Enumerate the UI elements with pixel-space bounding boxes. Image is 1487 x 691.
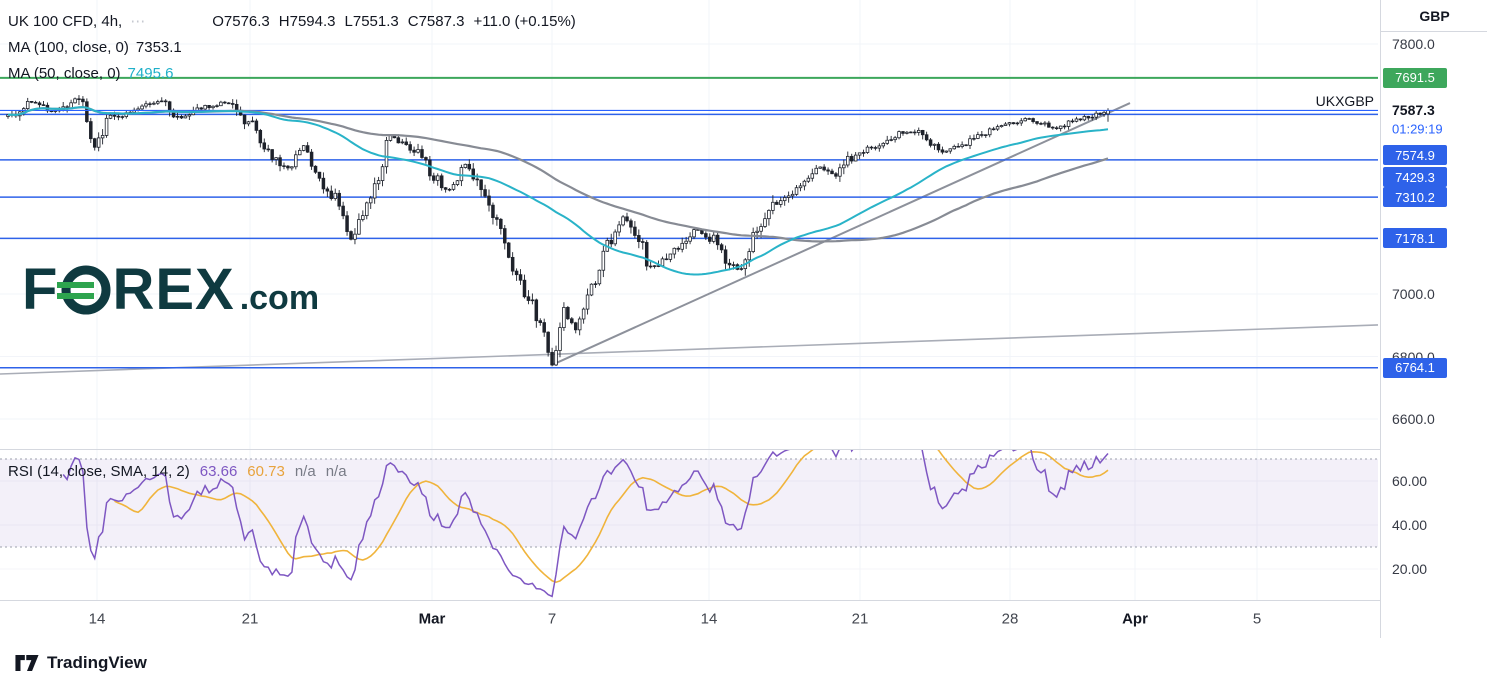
time-label-21: 21 [851, 610, 869, 628]
rsi-line [62, 450, 1109, 598]
ma50-label: MA (50, close, 0) [8, 65, 121, 82]
price-level-badge-7691.5[interactable]: 7691.5 [1383, 67, 1447, 88]
rsi-tick-20: 20.00 [1392, 561, 1428, 577]
low-value: 7551.3 [352, 13, 399, 30]
price-level-badge-7574.9[interactable]: 7574.9 [1383, 145, 1447, 165]
open-value: 7576.3 [223, 13, 270, 30]
high-label: H [278, 13, 290, 30]
watermark-com: .com [239, 279, 320, 317]
price-level-badge-6764.1[interactable]: 6764.1 [1383, 357, 1447, 378]
time-axis[interactable]: 14 21 Mar 7 14 21 28 Apr 5 [0, 600, 1487, 638]
rsi-legend: RSI (14, close, SMA, 14, 2) 63.66 60.73 … [8, 461, 347, 481]
close-value: 7587.3 [418, 13, 465, 30]
currency-label: GBP [1419, 7, 1450, 24]
time-label-14: 14 [88, 610, 106, 628]
price-level-badge-7310.2[interactable]: 7310.2 [1383, 187, 1447, 208]
symbol-price-label: UKXGBP [1315, 93, 1374, 110]
rsi-plot [62, 450, 1109, 598]
price-tick-6600.0: 6600.0 [1392, 411, 1435, 427]
rsi-value: 63.66 [199, 462, 238, 480]
rsi-tick-60: 60.00 [1392, 473, 1428, 489]
ohlc-close: C7587.3 [408, 12, 465, 32]
rsi-ma-value: 60.73 [247, 462, 285, 480]
time-label-5: 5 [1252, 610, 1262, 628]
low-label: L [344, 13, 353, 30]
price-tick-7800.0: 7800.0 [1392, 36, 1435, 52]
candlestick-series [6, 95, 1110, 367]
forex-o-icon [57, 265, 111, 315]
ma100-label: MA (100, close, 0) [8, 39, 129, 56]
ma100-value: 7353.1 [135, 39, 182, 56]
trendline-2[interactable] [551, 102, 1131, 366]
time-label-7: 7 [547, 610, 557, 628]
rsi-tick-40: 40.00 [1392, 517, 1428, 533]
ohlc-values: O7576.3 H7594.3 L7551.3 C7587.3 +11.0 (+… [203, 12, 576, 32]
open-label: O [212, 13, 224, 30]
ma100-legend: MA (100, close, 0) 7353.1 [8, 38, 182, 58]
high-value: 7594.3 [289, 13, 336, 30]
rsi-label: RSI (14, close, SMA, 14, 2) [8, 462, 190, 480]
watermark-letters-rex: REX [112, 257, 235, 322]
rsi-na-2: n/a [325, 462, 347, 480]
rsi-ma-line [114, 450, 1109, 584]
symbol-legend: UK 100 CFD, 4h, ⋯ O7576.3 H7594.3 L7551.… [8, 12, 576, 32]
time-label-Apr: Apr [1122, 610, 1148, 628]
ohlc-low: L7551.3 [345, 12, 399, 32]
ma-50-line [7, 106, 1109, 276]
price-level-badge-7178.1[interactable]: 7178.1 [1383, 228, 1447, 249]
tradingview-logo[interactable]: TradingView [14, 652, 147, 674]
price-level-badge-7429.3[interactable]: 7429.3 [1383, 167, 1447, 187]
chart-canvas[interactable] [0, 0, 1380, 638]
ma50-legend: MA (50, close, 0) 7495.6 [8, 64, 173, 84]
last-price-label: 7587.3 [1392, 102, 1435, 119]
time-label-28: 28 [1001, 610, 1019, 628]
ohlc-high: H7594.3 [279, 12, 336, 32]
close-label: C [407, 13, 419, 30]
ma-100-line [7, 105, 1109, 243]
forex-com-watermark: F REX .com [22, 257, 320, 322]
currency-selector[interactable]: GBP [1381, 0, 1487, 32]
time-label-14: 14 [700, 610, 718, 628]
tradingview-icon [15, 655, 39, 671]
trendline-1[interactable] [0, 324, 1379, 375]
change-value: +11.0 (+0.15%) [473, 13, 576, 30]
legend-more-icon[interactable]: ⋯ [130, 13, 148, 30]
rsi-band [0, 458, 1378, 548]
price-tick-7000.0: 7000.0 [1392, 286, 1435, 302]
tradingview-wordmark: TradingView [47, 653, 147, 672]
pane-divider[interactable] [0, 449, 1487, 450]
grid-lines [0, 0, 1378, 600]
watermark-letter-f: F [22, 257, 59, 322]
bar-countdown: 01:29:19 [1392, 121, 1443, 137]
time-label-Mar: Mar [418, 610, 446, 628]
symbol-title: UK 100 CFD, 4h, [8, 13, 123, 30]
rsi-na-1: n/a [294, 462, 316, 480]
time-label-21: 21 [241, 610, 259, 628]
ohlc-open: O7576.3 [212, 12, 270, 32]
price-axis[interactable]: GBP 7800.0 7000.0 6800.0 6600.0 60.00 40.00 20… [1380, 0, 1487, 638]
ma50-value: 7495.6 [127, 65, 174, 82]
